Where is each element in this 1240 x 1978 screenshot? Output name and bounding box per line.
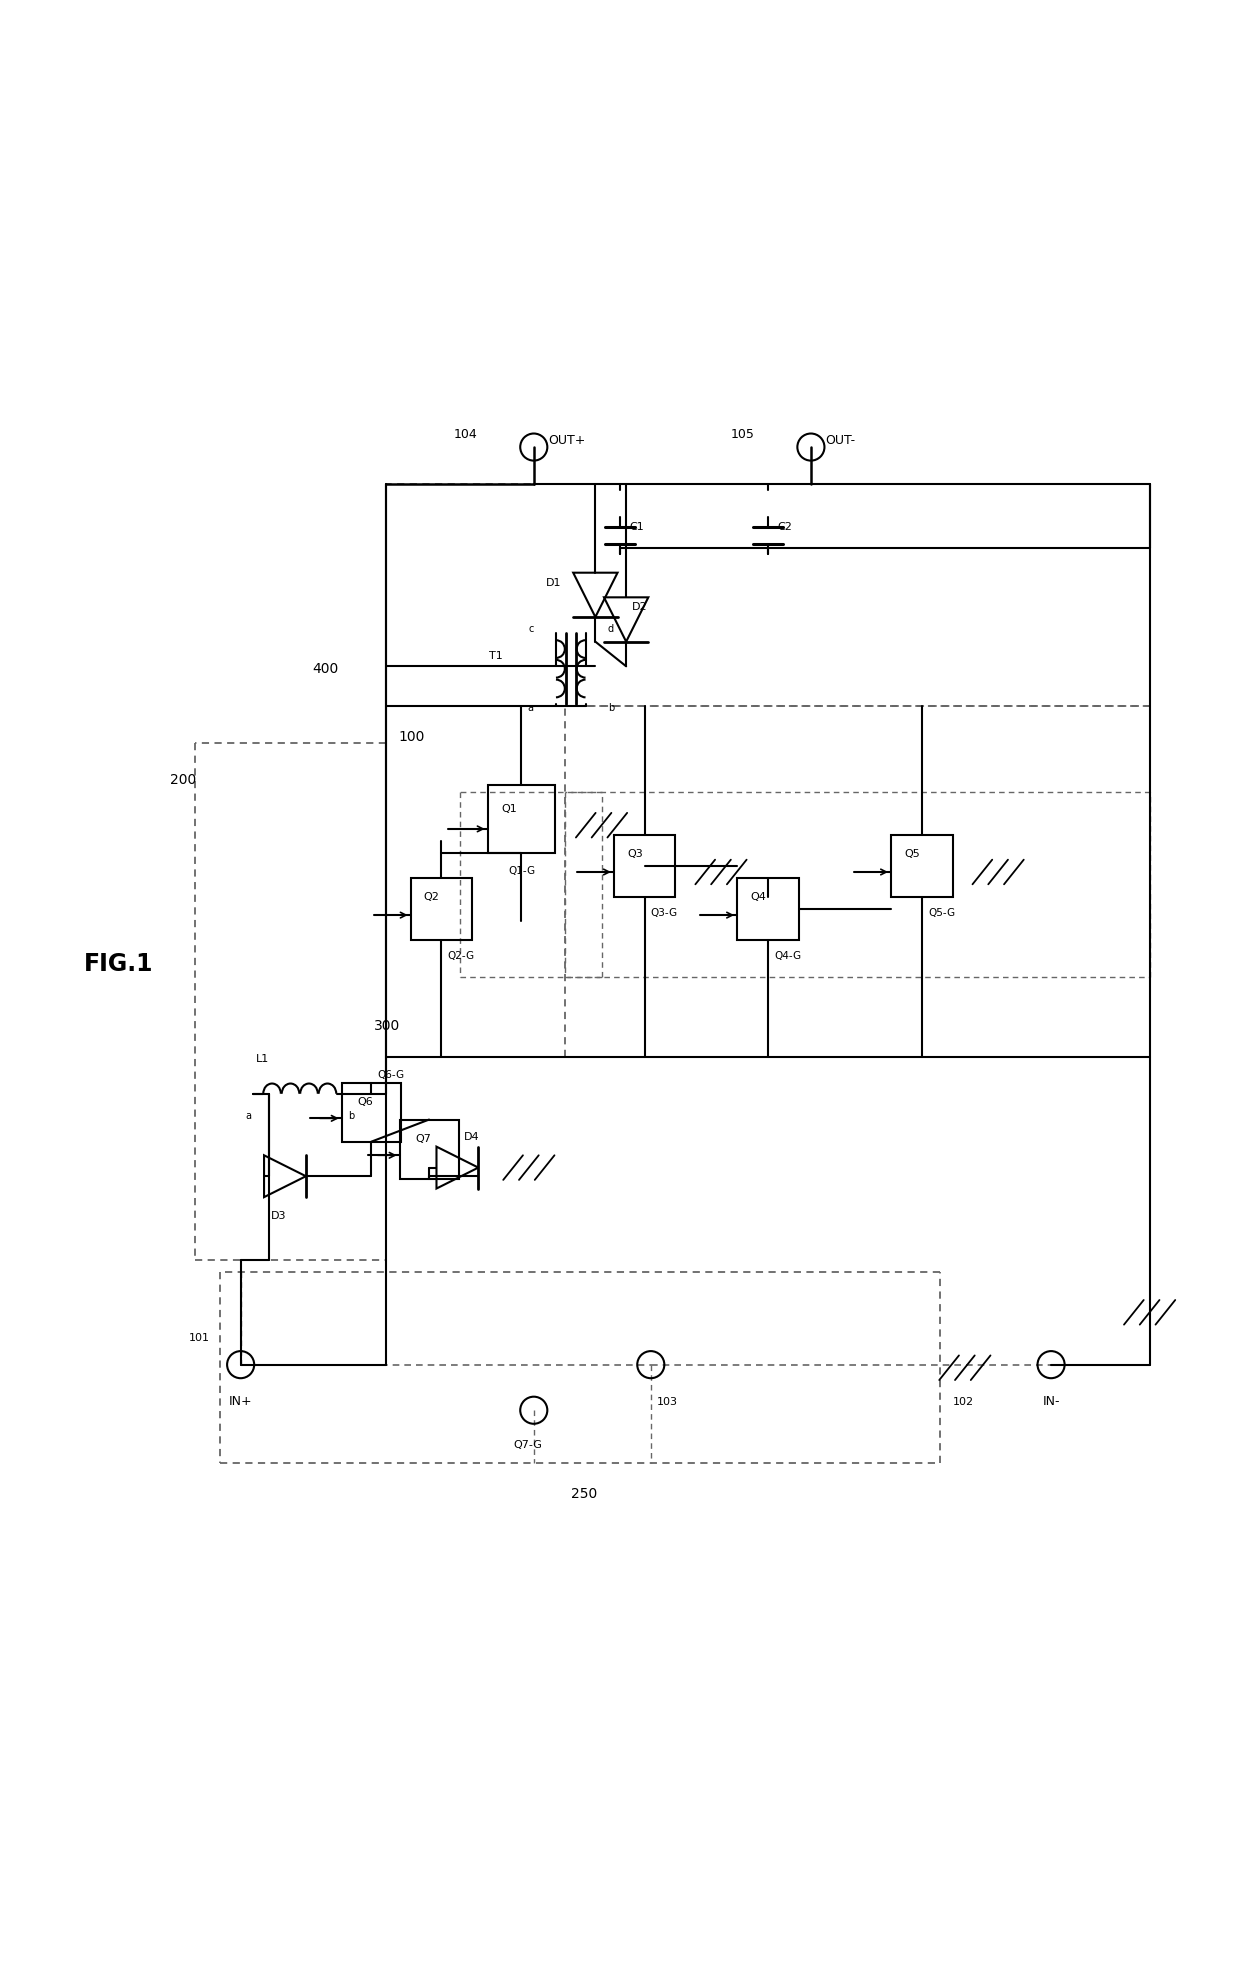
Text: 105: 105 (730, 429, 755, 441)
Text: Q1: Q1 (501, 805, 517, 815)
Text: D4: D4 (464, 1131, 479, 1141)
Bar (892, 835, 952, 896)
Text: FIG.1: FIG.1 (84, 951, 154, 977)
Text: 101: 101 (188, 1333, 210, 1343)
Text: Q7: Q7 (415, 1133, 430, 1143)
Text: Q7-G: Q7-G (513, 1440, 542, 1450)
Text: D1: D1 (546, 578, 562, 587)
Text: a: a (528, 704, 533, 714)
Text: C2: C2 (777, 522, 792, 532)
Text: C1: C1 (630, 522, 645, 532)
Text: OUT+: OUT+ (548, 435, 587, 447)
Text: L1: L1 (255, 1054, 269, 1064)
Text: a: a (246, 1112, 250, 1122)
Text: IN+: IN+ (229, 1394, 253, 1408)
Text: D3: D3 (272, 1211, 286, 1220)
Text: 300: 300 (373, 1019, 401, 1033)
Text: OUT-: OUT- (826, 435, 856, 447)
Text: Q5-G: Q5-G (928, 908, 955, 918)
Text: Q2-G: Q2-G (448, 951, 475, 961)
Text: c: c (528, 625, 533, 635)
Text: Q5: Q5 (904, 849, 920, 858)
Text: Q2: Q2 (424, 892, 439, 902)
Bar (342, 1082, 401, 1141)
Text: b: b (608, 704, 614, 714)
Text: Q6: Q6 (357, 1098, 373, 1108)
Text: Q4: Q4 (750, 892, 766, 902)
Text: Q1-G: Q1-G (508, 866, 534, 876)
Text: b: b (348, 1112, 355, 1122)
Bar (399, 1120, 459, 1179)
Text: T1: T1 (490, 651, 503, 661)
Bar (487, 785, 556, 853)
Text: Q4-G: Q4-G (774, 951, 801, 961)
Text: 200: 200 (170, 773, 197, 787)
Text: 250: 250 (570, 1487, 596, 1501)
Text: 104: 104 (454, 429, 477, 441)
Text: D2: D2 (632, 601, 649, 611)
Text: IN-: IN- (1043, 1394, 1060, 1408)
Text: d: d (608, 625, 614, 635)
Text: 102: 102 (952, 1396, 973, 1406)
Text: Q3-G: Q3-G (651, 908, 678, 918)
Bar (737, 878, 799, 940)
Text: Q3: Q3 (627, 849, 642, 858)
Bar (410, 878, 472, 940)
Bar (614, 835, 676, 896)
Text: 103: 103 (657, 1396, 678, 1406)
Text: Q6-G: Q6-G (377, 1070, 404, 1080)
Text: 100: 100 (398, 730, 424, 744)
Text: 400: 400 (312, 663, 339, 676)
